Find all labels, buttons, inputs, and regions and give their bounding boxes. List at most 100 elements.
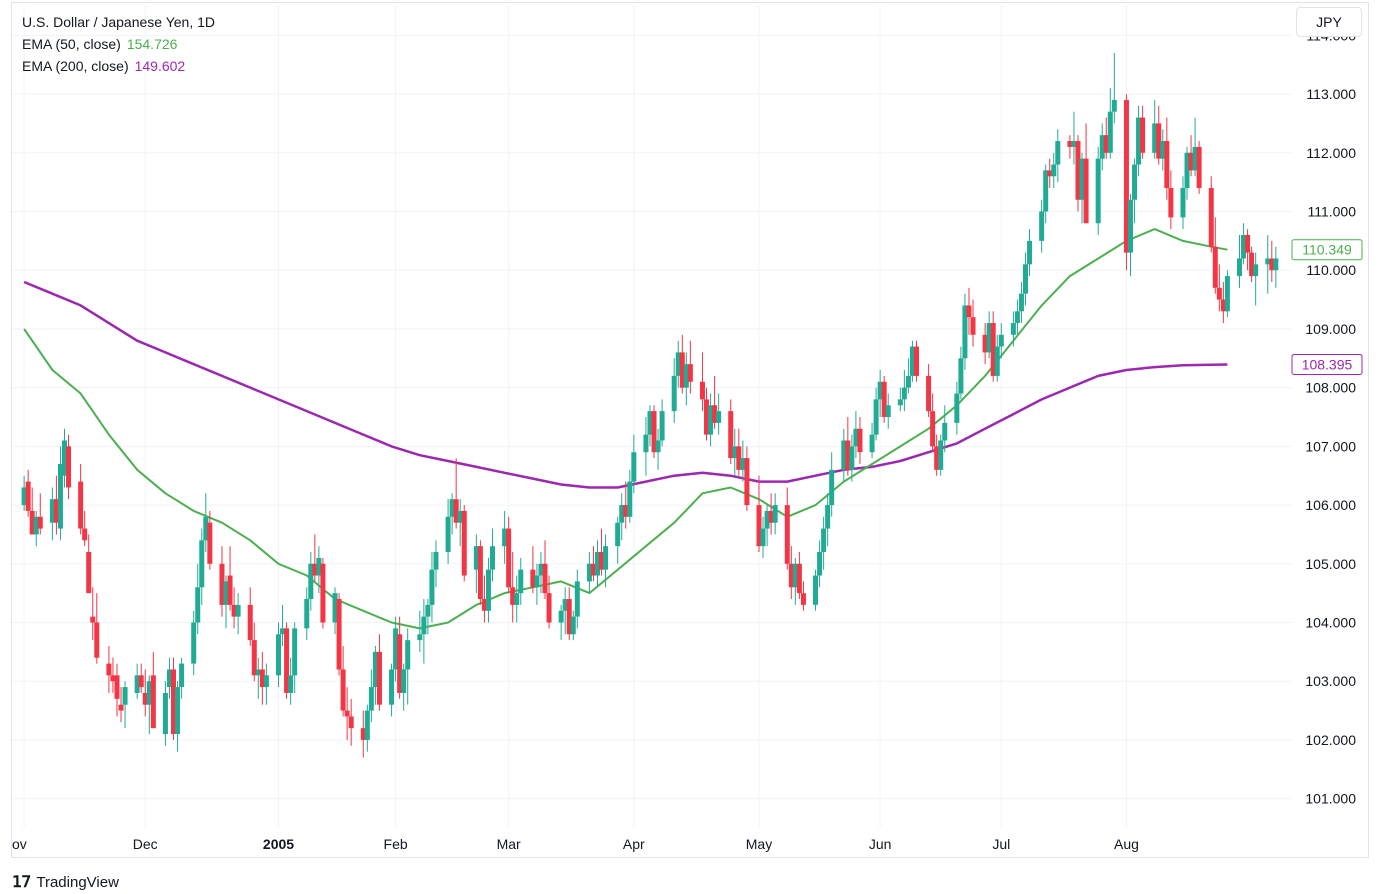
candle-body — [1079, 158, 1085, 200]
candle-body — [1265, 258, 1271, 265]
brand-name: TradingView — [36, 873, 119, 891]
candle-body — [756, 505, 762, 547]
candle — [453, 458, 459, 529]
candle-body — [788, 563, 794, 588]
candle-body — [364, 710, 370, 740]
candle — [869, 422, 875, 459]
candle-body — [885, 405, 891, 417]
candles-layer — [21, 52, 1279, 758]
candle-body — [1168, 188, 1174, 218]
candle — [1132, 158, 1138, 224]
candle — [934, 434, 940, 476]
candle-body — [704, 399, 710, 435]
ema200-legend[interactable]: EMA (200, close) 149.602 — [22, 55, 215, 77]
ema200-layer — [23, 280, 1228, 489]
y-tick-label: 105.000 — [1305, 556, 1356, 572]
candle — [570, 610, 576, 641]
candle-body — [425, 604, 431, 617]
candle — [1265, 234, 1271, 294]
price-axis[interactable]: 101.000 102.000 103.000 104.000 105.000 106.0… — [1305, 27, 1356, 806]
candle-body — [821, 528, 827, 553]
candle — [926, 364, 932, 417]
candle-body — [873, 399, 879, 435]
candle-body — [397, 634, 403, 693]
candle — [631, 434, 637, 494]
candle-body — [1043, 170, 1049, 212]
candle-body — [958, 358, 964, 394]
candle-body — [1273, 258, 1279, 271]
candle — [179, 657, 185, 699]
candle-body — [1055, 141, 1061, 165]
candle — [800, 581, 806, 611]
candle-body — [845, 440, 851, 470]
chart-frame — [11, 2, 1369, 858]
candle-body — [114, 675, 120, 699]
candle — [61, 428, 67, 488]
candle — [175, 681, 181, 752]
candle — [106, 645, 112, 693]
price-label-box — [1291, 239, 1363, 261]
candle — [1160, 129, 1166, 171]
time-axis[interactable]: ov Dec 2005 Feb Mar Apr May Jun Jul Aug — [12, 836, 1139, 852]
candle-body — [699, 381, 705, 400]
candle — [623, 481, 629, 529]
candle — [1136, 105, 1142, 177]
candle-body — [199, 540, 205, 588]
currency-button[interactable]: JPY — [1296, 7, 1362, 37]
candle — [502, 510, 508, 564]
candle-body — [631, 452, 637, 482]
candle-body — [982, 334, 988, 353]
candle — [651, 405, 657, 459]
candle-body — [25, 481, 31, 511]
candle-body — [86, 552, 92, 594]
candle — [1269, 240, 1275, 282]
x-tick-label: Apr — [623, 836, 645, 852]
candle — [558, 604, 564, 641]
candle-body — [655, 440, 661, 453]
candle — [1245, 229, 1251, 271]
candle — [360, 710, 366, 758]
candle-body — [1140, 117, 1146, 153]
candle — [873, 387, 879, 441]
candle — [1107, 88, 1113, 159]
candle — [829, 452, 835, 517]
candle — [594, 540, 600, 588]
candle-body — [66, 446, 72, 488]
tradingview-logo[interactable]: 𝟣𝟩 TradingView — [12, 872, 119, 892]
candle-body — [1253, 264, 1259, 277]
candle-body — [138, 675, 144, 688]
candle-body — [796, 563, 802, 594]
candle-body — [1241, 234, 1247, 259]
candle-body — [962, 305, 968, 359]
candle — [825, 493, 831, 547]
x-tick-label: Jul — [992, 836, 1010, 852]
candle-body — [37, 516, 43, 529]
candle-body — [1014, 311, 1020, 324]
candle — [1055, 129, 1061, 183]
candle — [461, 505, 467, 582]
candle-body — [768, 510, 774, 523]
candle — [970, 299, 976, 347]
candle — [1220, 281, 1226, 324]
candle — [821, 516, 827, 570]
candle-body — [869, 434, 875, 453]
candle-body — [853, 428, 859, 447]
candle — [1111, 52, 1117, 124]
candle — [1216, 264, 1222, 312]
candle-body — [590, 563, 596, 576]
candle — [25, 469, 31, 517]
candle-body — [90, 616, 96, 623]
candle — [1184, 146, 1190, 200]
candle — [1140, 105, 1146, 159]
candle — [1152, 99, 1158, 159]
candle — [332, 587, 338, 635]
candle — [788, 546, 794, 600]
candle-body — [542, 563, 548, 594]
candle — [954, 381, 960, 435]
candle — [219, 546, 225, 617]
ema50-legend[interactable]: EMA (50, close) 154.726 — [22, 33, 215, 55]
x-tick-label: Aug — [1114, 836, 1139, 852]
candle — [429, 552, 435, 623]
candle — [223, 575, 229, 629]
